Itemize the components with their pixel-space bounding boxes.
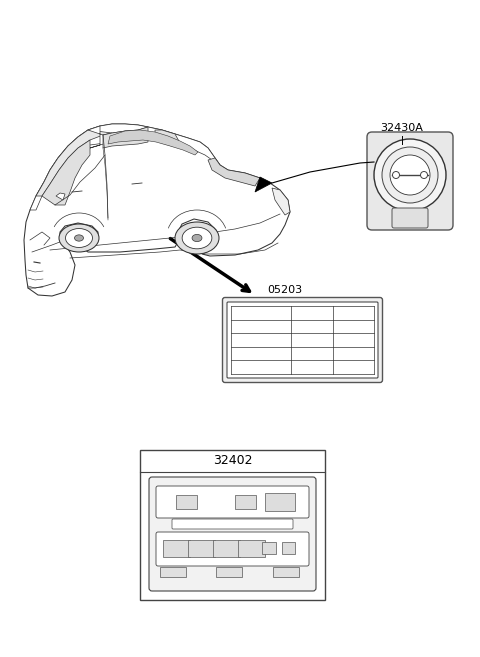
FancyBboxPatch shape (367, 132, 453, 230)
FancyBboxPatch shape (392, 208, 428, 228)
Ellipse shape (65, 229, 93, 248)
Bar (265, 493, 295, 511)
Polygon shape (103, 127, 148, 148)
Bar (160, 567, 186, 577)
FancyBboxPatch shape (223, 298, 383, 382)
Bar (236, 495, 256, 509)
Circle shape (393, 171, 399, 179)
FancyBboxPatch shape (156, 486, 309, 518)
FancyBboxPatch shape (227, 302, 378, 378)
Polygon shape (272, 188, 290, 215)
Ellipse shape (175, 222, 219, 254)
Polygon shape (76, 126, 220, 165)
Bar (262, 542, 276, 554)
Polygon shape (255, 177, 272, 192)
Bar (176, 495, 197, 509)
Polygon shape (108, 130, 198, 155)
Circle shape (390, 155, 430, 195)
Ellipse shape (74, 235, 84, 241)
Text: 05203: 05203 (267, 285, 302, 295)
Ellipse shape (182, 227, 212, 249)
Polygon shape (155, 130, 180, 146)
Polygon shape (42, 140, 90, 205)
Bar (188, 540, 215, 557)
FancyBboxPatch shape (149, 477, 316, 591)
Circle shape (374, 139, 446, 211)
FancyBboxPatch shape (156, 532, 309, 566)
Text: 32430A: 32430A (381, 123, 423, 133)
FancyBboxPatch shape (172, 519, 293, 529)
Bar (213, 540, 240, 557)
Bar (282, 542, 295, 554)
Text: 32402: 32402 (213, 455, 252, 468)
Polygon shape (36, 130, 112, 196)
Polygon shape (56, 193, 65, 200)
Ellipse shape (59, 224, 99, 252)
Bar (216, 567, 242, 577)
Bar (273, 567, 299, 577)
Bar (140, 450, 325, 600)
Circle shape (382, 147, 438, 203)
Polygon shape (24, 124, 290, 296)
Polygon shape (30, 124, 148, 210)
Bar (238, 540, 264, 557)
Ellipse shape (192, 235, 202, 242)
Circle shape (420, 171, 428, 179)
Polygon shape (208, 158, 260, 186)
Bar (163, 540, 190, 557)
